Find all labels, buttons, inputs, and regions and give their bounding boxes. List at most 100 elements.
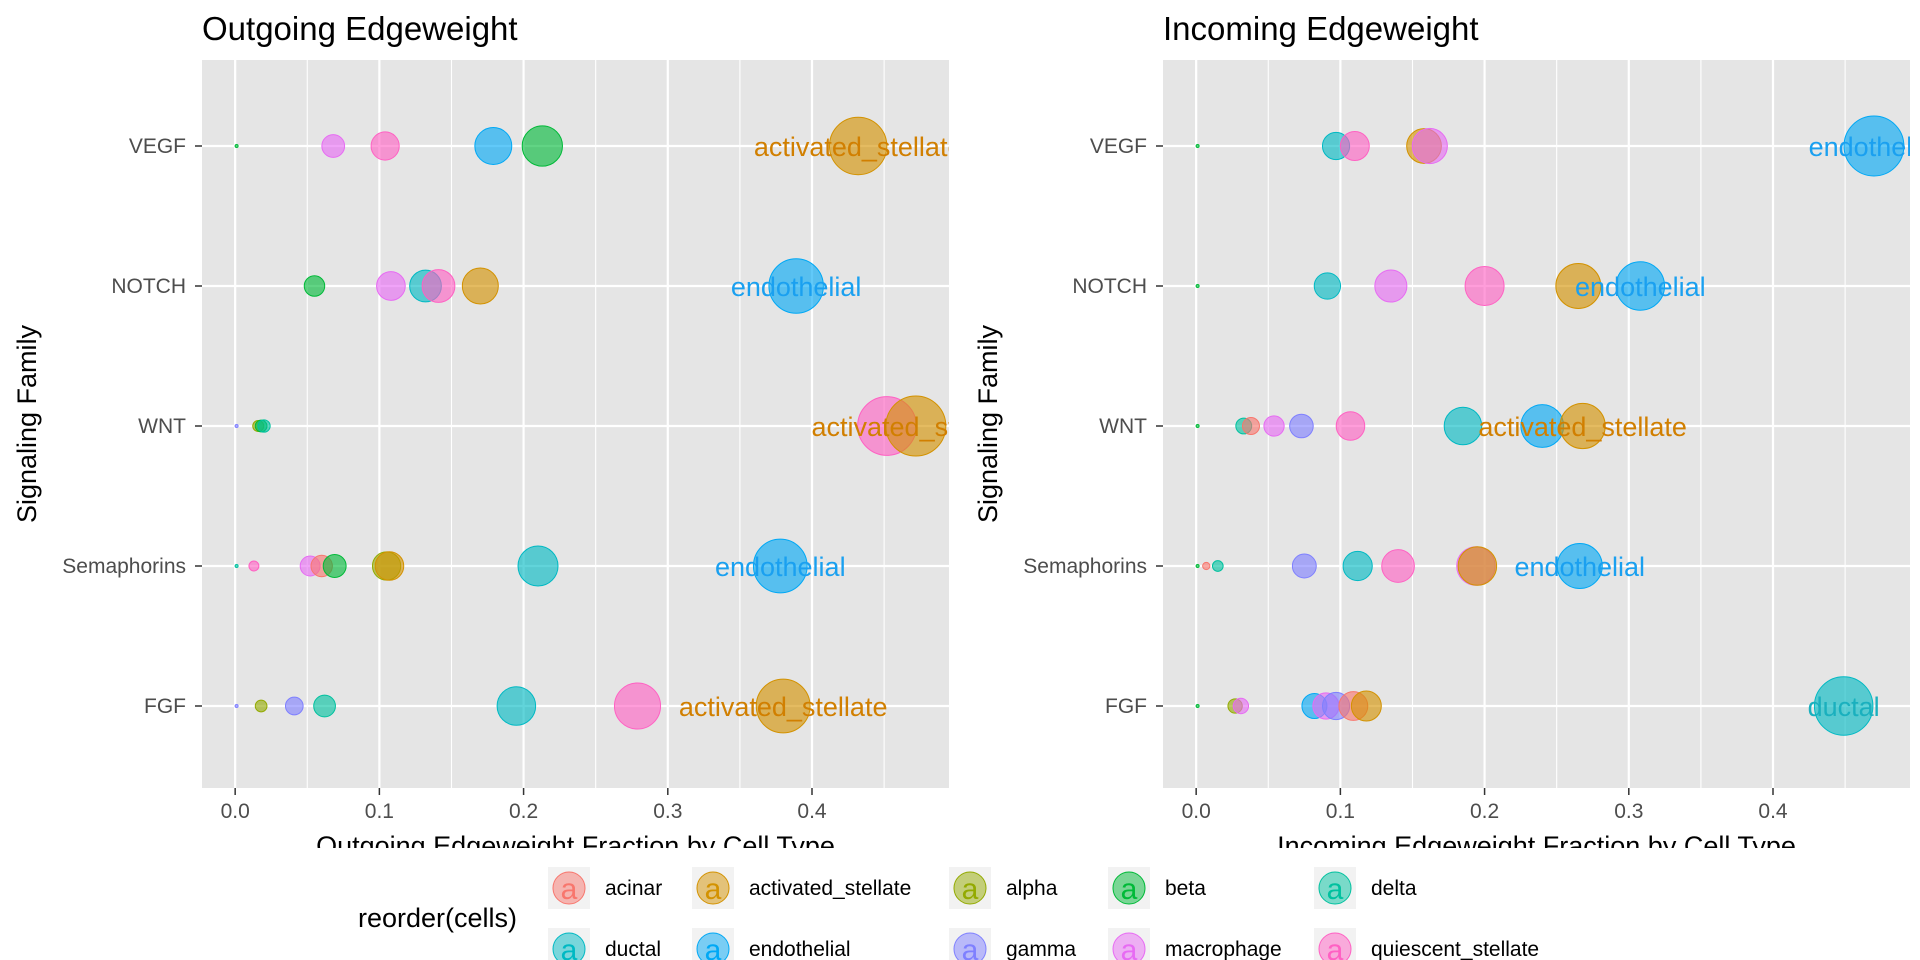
point-fgf-activated-stellate: [755, 678, 811, 734]
point-semaphorins-gamma: [1291, 553, 1317, 579]
legend-key-circle: [1112, 932, 1146, 960]
legend-item-label: acinar: [605, 877, 662, 900]
point-fgf-macrophage: [1232, 697, 1250, 715]
point-wnt-activated-stellate: [885, 395, 947, 457]
point-fgf-ductal: [496, 686, 537, 726]
y-axis-title: Signaling Family: [973, 324, 1003, 523]
y-tick-label: FGF: [144, 695, 186, 718]
annotations: activated_stellate endothelial activated_s…: [679, 132, 1021, 722]
point-fgf-activated-stellate: [1350, 690, 1382, 722]
annotation-label: endothelial: [1575, 272, 1706, 302]
point-vegf-macrophage: [1411, 127, 1448, 165]
legend-key-glyph: a: [1121, 873, 1138, 906]
point-semaphorins-delta: [234, 564, 239, 568]
y-axis-title: Signaling Family: [12, 324, 42, 523]
point-fgf-gamma: [234, 704, 239, 708]
legend-item-beta: a beta: [1108, 867, 1206, 909]
legend-item-acinar: a acinar: [548, 867, 662, 909]
point-semaphorins-beta: [1195, 564, 1200, 568]
legend-key-circle: [552, 871, 586, 905]
point-fgf-delta: [313, 694, 336, 718]
point-vegf-activated-stellate: [828, 116, 888, 176]
legend-key-glyph: a: [705, 873, 722, 906]
point-notch-macrophage: [376, 271, 406, 301]
x-axis-title: Outgoing Edgeweight Fraction by Cell Typ…: [316, 831, 835, 861]
point-wnt-ductal: [1443, 406, 1483, 446]
point-semaphorins-quiescent-stellate: [248, 560, 260, 572]
legend-key-circle: [1112, 871, 1146, 905]
point-wnt-macrophage: [1263, 415, 1285, 437]
legend-item-label: beta: [1165, 877, 1206, 900]
point-vegf-beta: [234, 144, 239, 148]
point-fgf-gamma: [284, 696, 304, 716]
point-fgf-quiescent-stellate: [613, 682, 662, 730]
panel-title: Incoming Edgeweight: [1163, 10, 1479, 47]
point-notch-beta: [1195, 284, 1200, 288]
annotation-label: activated_stellate: [679, 692, 888, 722]
legend-key-glyph: a: [962, 873, 979, 906]
y-tick-label: VEGF: [1090, 135, 1147, 158]
legend-key-glyph: a: [1327, 873, 1344, 906]
x-axis-title: Incoming Edgeweight Fraction by Cell Typ…: [1277, 831, 1796, 861]
y-tick-label: VEGF: [129, 135, 186, 158]
point-notch-macrophage: [1374, 269, 1408, 303]
x-tick-label: 0.1: [1326, 800, 1355, 823]
y-tick-label: NOTCH: [1072, 275, 1147, 298]
legend-item-label: delta: [1371, 877, 1417, 900]
x-tick-label: 0.3: [653, 800, 682, 823]
point-vegf-endothelial: [1843, 115, 1905, 177]
y-tick-label: Semaphorins: [1023, 555, 1147, 578]
legend-key-circle: [1318, 932, 1352, 960]
point-vegf-beta: [521, 125, 563, 167]
annotation-label: endothelial: [1809, 132, 1920, 162]
legend-key-glyph: a: [962, 934, 979, 960]
panel-background: [202, 60, 949, 788]
legend-key-glyph: a: [1327, 934, 1344, 960]
annotation-label: endothelial: [715, 552, 846, 582]
point-wnt-gamma: [234, 424, 239, 428]
point-wnt-activated-stellate: [1559, 402, 1606, 450]
y-tick-label: WNT: [138, 415, 186, 438]
point-semaphorins-endothelial: [1556, 542, 1603, 590]
annotation-label: endothelial: [731, 272, 862, 302]
annotation-label: activated_stellate: [812, 412, 1021, 442]
point-semaphorins-activated-stellate: [1457, 546, 1498, 586]
legend-key-circle: [552, 932, 586, 960]
point-notch-endothelial: [768, 258, 824, 314]
y-tick-label: Semaphorins: [62, 555, 186, 578]
annotation-label: activated_stellate: [754, 132, 963, 162]
point-fgf-ductal: [1813, 676, 1874, 736]
point-semaphorins-quiescent-stellate: [1381, 549, 1415, 583]
point-notch-endothelial: [1615, 261, 1666, 311]
x-tick-label: 0.2: [1470, 800, 1499, 823]
legend-key-circle: [1318, 871, 1352, 905]
legend-key-glyph: a: [561, 934, 578, 960]
panel-title: Outgoing Edgeweight: [202, 10, 518, 47]
x-tick-label: 0.1: [365, 800, 394, 823]
point-wnt-beta: [1195, 424, 1200, 428]
legend-item-label: gamma: [1006, 938, 1076, 960]
legend-key-glyph: a: [561, 873, 578, 906]
point-fgf-alpha: [254, 699, 268, 713]
legend-key-circle: [696, 932, 730, 960]
legend-item-gamma: a gamma: [949, 928, 1076, 960]
legend-item-label: macrophage: [1165, 938, 1282, 960]
point-semaphorins-acinar: [1202, 561, 1211, 571]
point-wnt-gamma: [1289, 413, 1314, 439]
legend: reorder(cells) a acinar a activated_stellate…: [358, 867, 1539, 960]
panel-incoming: 0.0 0.1 0.2 0.3 0.4 FGF Semaphorins WNT NOTCH VEG…: [973, 10, 1920, 861]
annotations: endothelial endothelial activated_stellate…: [1478, 132, 1920, 722]
legend-item-ductal: a ductal: [548, 928, 661, 960]
y-tick-label: FGF: [1105, 695, 1147, 718]
point-semaphorins-ductal: [1342, 550, 1373, 582]
point-semaphorins-activated-stellate: [374, 551, 405, 581]
legend-item-label: activated_stellate: [749, 877, 911, 900]
legend-item-macrophage: a macrophage: [1108, 928, 1282, 960]
legend-item-delta: a delta: [1314, 867, 1417, 909]
point-notch-quiescent-stellate: [421, 269, 456, 303]
point-notch-beta: [303, 275, 326, 297]
legend-item-label: endothelial: [749, 938, 851, 960]
x-tick-label: 0.2: [509, 800, 538, 823]
point-notch-activated-stellate: [461, 267, 499, 305]
